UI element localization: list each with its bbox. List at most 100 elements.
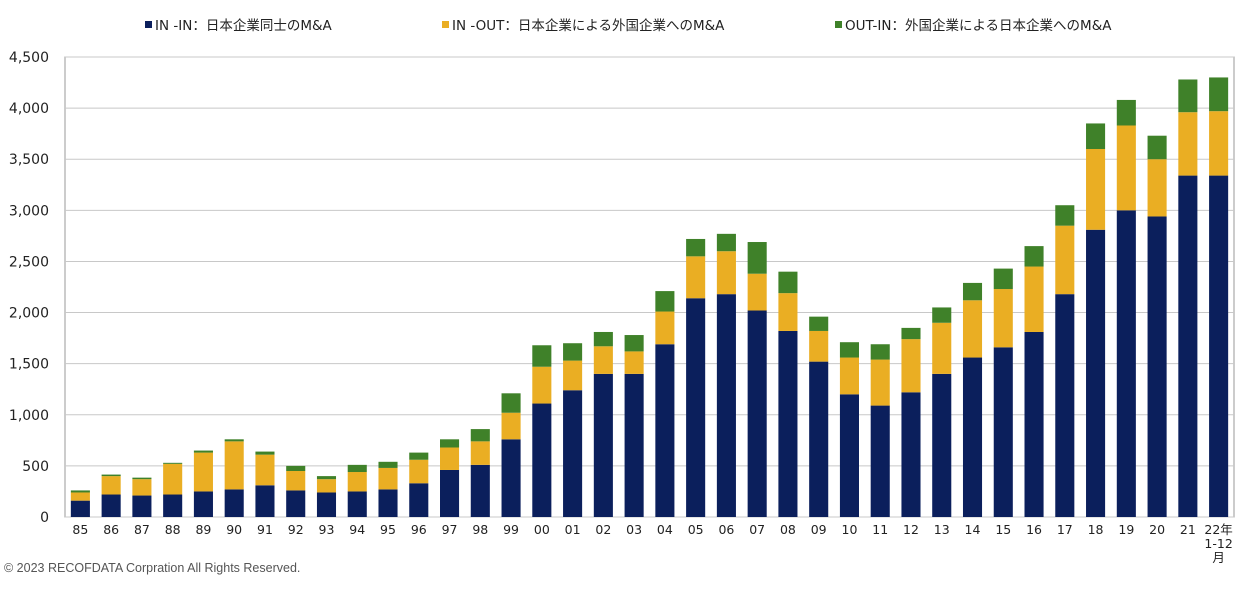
bar-segment-series-2-37 — [1209, 77, 1229, 112]
y-tick-label: 1,000 — [9, 408, 49, 424]
x-tick-label: 85 — [72, 522, 88, 537]
bar-segment-series-2-28 — [932, 307, 952, 323]
y-tick-label: 2,500 — [9, 254, 49, 270]
bar-segment-series-1-18 — [624, 351, 644, 374]
bar-segment-series-1-19 — [655, 311, 675, 345]
bar-segment-series-1-25 — [839, 357, 859, 395]
bar-segment-series-2-19 — [655, 291, 675, 312]
bar-segment-series-0-37 — [1209, 175, 1229, 518]
bar-segment-series-2-17 — [593, 331, 613, 347]
bar-segment-series-2-15 — [532, 345, 552, 367]
bar-segment-series-0-33 — [1086, 229, 1106, 517]
x-tick-label: 06 — [718, 522, 734, 537]
y-tick-label: 4,000 — [9, 101, 49, 117]
bar-segment-series-2-26 — [870, 344, 890, 360]
bar-segment-series-1-20 — [686, 256, 706, 299]
bar-segment-series-1-4 — [193, 452, 213, 492]
x-tick-label: 88 — [165, 522, 181, 537]
bar-segment-series-0-14 — [501, 439, 521, 517]
bar-segment-series-1-28 — [932, 322, 952, 374]
y-tick-label: 3,000 — [9, 203, 49, 219]
x-tick-label: 17 — [1057, 522, 1073, 537]
bar-segment-series-1-17 — [593, 346, 613, 374]
bar-segment-series-2-36 — [1178, 79, 1198, 113]
bar-segment-series-0-17 — [593, 373, 613, 517]
bar-segment-series-0-21 — [716, 294, 736, 517]
bar-segment-series-0-1 — [101, 494, 121, 517]
bar-segment-series-0-26 — [870, 405, 890, 517]
bar-segment-series-0-20 — [686, 298, 706, 517]
bar-segment-series-1-34 — [1116, 125, 1136, 211]
y-tick-label: 500 — [22, 459, 49, 475]
x-tick-label: 12 — [903, 522, 919, 537]
bar-segment-series-0-3 — [163, 494, 183, 517]
bar-segment-series-1-7 — [286, 471, 306, 491]
bar-segment-series-0-25 — [839, 394, 859, 517]
bar-segment-series-0-13 — [470, 464, 490, 517]
bar-segment-series-0-6 — [255, 485, 275, 517]
bar-segment-series-2-30 — [993, 268, 1013, 290]
bar-segment-series-2-7 — [286, 465, 306, 471]
bar-segment-series-0-29 — [962, 357, 983, 517]
bar-segment-series-0-28 — [932, 373, 952, 517]
bar-segment-series-2-6 — [255, 451, 275, 455]
x-tick-label: 99 — [503, 522, 519, 537]
bar-segment-series-2-20 — [686, 238, 706, 257]
bar-segment-series-2-3 — [163, 462, 183, 464]
x-tick-label: 10 — [842, 522, 858, 537]
bar-segment-series-0-15 — [532, 403, 552, 517]
x-tick-label: 95 — [380, 522, 396, 537]
y-tick-label: 3,500 — [9, 152, 49, 168]
bar-segment-series-1-2 — [132, 479, 152, 496]
bar-segment-series-2-8 — [316, 476, 337, 480]
x-tick-label: 09 — [811, 522, 827, 537]
x-tick-label: 14 — [965, 522, 981, 537]
legend-item-in-in: IN -IN：日本企業同士のM&A — [145, 14, 332, 34]
x-tick-label: 90 — [226, 522, 242, 537]
x-tick-label: 92 — [288, 522, 304, 537]
x-tick-label: 07 — [749, 522, 765, 537]
bar-segment-series-2-5 — [224, 439, 244, 442]
y-axis: 0 500 1,000 1,500 2,000 2,500 3,000 3,500 4,000 4… — [9, 50, 49, 526]
bar-segment-series-1-27 — [901, 339, 921, 393]
bar-segment-series-0-22 — [747, 310, 767, 517]
bar-segment-series-1-36 — [1178, 112, 1198, 176]
x-tick-label: 13 — [934, 522, 950, 537]
x-tick-label: 15 — [995, 522, 1011, 537]
bar-segment-series-0-30 — [993, 347, 1013, 517]
bar-segment-series-1-0 — [70, 492, 90, 501]
bar-segment-series-0-32 — [1055, 294, 1075, 517]
chart-legend: IN -IN：日本企業同士のM&A IN -OUT：日本企業による外国企業へのM… — [0, 14, 1240, 38]
bar-segment-series-1-32 — [1055, 225, 1075, 295]
bar-segment-series-2-24 — [809, 316, 829, 331]
bar-segment-series-1-37 — [1209, 111, 1229, 176]
bar-segment-series-2-11 — [409, 452, 429, 460]
bar-segment-series-2-33 — [1086, 123, 1106, 149]
bar-segment-series-2-34 — [1116, 99, 1136, 126]
y-tick-label: 2,000 — [9, 306, 49, 322]
bar-segment-series-0-36 — [1178, 175, 1198, 518]
bar-segment-series-0-11 — [409, 483, 429, 517]
bar-segment-series-0-19 — [655, 344, 675, 517]
bar-segment-series-1-5 — [224, 441, 244, 490]
bar-segment-series-0-2 — [132, 495, 152, 517]
bar-segment-series-0-5 — [224, 489, 244, 517]
bar-segment-series-1-33 — [1086, 149, 1106, 230]
legend-label-in-out: IN -OUT：日本企業による外国企業へのM&A — [452, 18, 725, 34]
bar-segment-series-2-32 — [1055, 205, 1075, 226]
x-tick-label: 97 — [442, 522, 458, 537]
y-tick-label: 1,500 — [9, 357, 49, 373]
x-tick-label: 20 — [1149, 522, 1165, 537]
bar-segment-series-2-29 — [962, 282, 983, 301]
bar-segment-series-2-1 — [101, 474, 121, 477]
bar-segment-series-1-14 — [501, 412, 521, 440]
bar-segment-series-2-14 — [501, 393, 521, 413]
x-tick-label: 00 — [534, 522, 550, 537]
copyright-text: © 2023 RECOFDATA Corpration All Rights R… — [4, 561, 301, 575]
bar-segment-series-2-13 — [470, 429, 490, 442]
x-axis: 85 86 87 88 89 90 91 92 93 94 95 96 97 98 99 00 01 02 03 04… — [72, 522, 1232, 565]
bar-segment-series-0-9 — [347, 491, 367, 517]
bar-segment-series-0-4 — [193, 491, 213, 517]
bar-segment-series-2-35 — [1147, 135, 1167, 160]
bar-segment-series-1-15 — [532, 366, 552, 404]
